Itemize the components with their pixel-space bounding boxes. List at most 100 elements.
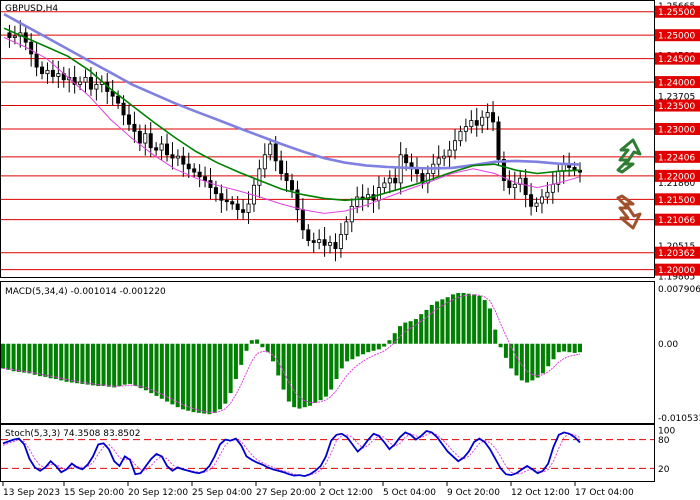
- macd-bar: [59, 343, 64, 381]
- stochastic-tick-label: 20: [658, 465, 670, 475]
- macd-bar: [413, 319, 418, 344]
- moving-average-line: [3, 37, 581, 214]
- candle: [420, 167, 425, 189]
- macd-bar: [149, 343, 154, 394]
- macd-bar: [207, 343, 212, 415]
- candle: [333, 233, 338, 262]
- stochastic-line: [2, 432, 581, 477]
- macd-bar: [159, 343, 164, 399]
- macd-bar: [281, 343, 286, 390]
- candle: [376, 176, 381, 210]
- macd-bar: [255, 339, 260, 344]
- moving-average-line: [3, 27, 581, 202]
- macd-bar: [101, 343, 106, 387]
- macd-bar: [488, 308, 493, 344]
- macd-bar: [323, 343, 328, 397]
- macd-bar: [466, 293, 471, 344]
- macd-bar: [138, 343, 143, 389]
- time-tick-label: 12 Oct 12:00: [511, 488, 570, 498]
- macd-bar: [514, 343, 519, 376]
- candle: [105, 72, 110, 105]
- time-tick-label: 5 Oct 04:00: [383, 488, 436, 498]
- candle: [512, 171, 517, 200]
- macd-panel-frame: [0, 281, 655, 424]
- macd-bar: [186, 343, 191, 411]
- level-price-box: 1.21066: [655, 213, 700, 226]
- macd-bar: [360, 343, 365, 355]
- macd-bar: [6, 343, 11, 370]
- candle: [246, 191, 251, 224]
- level-price-box: 1.22406: [655, 150, 700, 163]
- macd-bar: [403, 322, 408, 344]
- macd-bar: [546, 343, 551, 367]
- stoch-panel-frame: [0, 424, 655, 482]
- macd-bar: [43, 343, 48, 377]
- level-price-label: 1.22000: [658, 172, 695, 182]
- candle: [295, 180, 300, 223]
- candle: [181, 147, 186, 177]
- candle: [148, 122, 153, 157]
- time-tick-label: 20 Sep 12:00: [128, 488, 188, 498]
- level-price-label: 1.24500: [658, 55, 695, 65]
- candle: [235, 196, 240, 220]
- time-axis-ticks: 13 Sep 2023 15 Sep 20:00 20 Sep 12:00 25 Se…: [2, 482, 634, 498]
- candle: [241, 199, 246, 220]
- macd-bar: [154, 343, 159, 396]
- macd-bar: [212, 343, 217, 413]
- macd-bar: [64, 343, 69, 382]
- macd-bar: [509, 343, 514, 369]
- candle: [110, 79, 115, 106]
- level-price-label: 1.25500: [658, 8, 695, 18]
- candle: [338, 223, 343, 258]
- candle: [126, 104, 131, 132]
- candle: [262, 143, 267, 178]
- macd-bar: [180, 343, 185, 410]
- macd-bar: [276, 343, 281, 376]
- macd-bar: [90, 343, 95, 386]
- macd-bar: [112, 343, 117, 388]
- candle: [268, 138, 273, 161]
- candle: [317, 229, 322, 250]
- candle: [121, 95, 126, 126]
- macd-bar: [165, 343, 170, 402]
- macd-bar: [350, 343, 355, 360]
- candle: [328, 235, 333, 254]
- macd-bar: [85, 343, 90, 385]
- candle: [311, 232, 316, 253]
- price-chart-title: GBPUSD,H4: [5, 4, 58, 14]
- macd-bar: [530, 343, 535, 381]
- candle: [436, 145, 441, 176]
- candle: [154, 142, 159, 156]
- candle: [322, 226, 327, 257]
- candle: [491, 101, 496, 132]
- level-price-box: 1.25000: [655, 29, 700, 42]
- candle: [518, 171, 523, 193]
- time-tick-label: 15 Sep 20:00: [64, 488, 124, 498]
- candle: [12, 25, 17, 45]
- macd-bar: [556, 343, 561, 353]
- level-price-box: 1.23000: [655, 122, 700, 135]
- macd-bar: [308, 343, 313, 406]
- macd-bar: [572, 343, 577, 353]
- level-price-box: 1.20000: [655, 263, 700, 276]
- macd-bar: [519, 343, 524, 381]
- macd-bar: [16, 343, 21, 372]
- macd-bar: [302, 343, 307, 408]
- stochastic-line: [2, 430, 581, 478]
- macd-bar: [398, 326, 403, 344]
- candle: [197, 164, 202, 188]
- macd-bar: [440, 299, 445, 344]
- candle: [539, 189, 544, 214]
- price-axis-ticks: 1.256651.245801.237051.218601.205151.198…: [658, 2, 695, 283]
- macd-bar: [456, 292, 461, 344]
- stochastic-lines: [1, 430, 654, 478]
- candle: [447, 140, 452, 169]
- macd-bar: [191, 343, 196, 413]
- macd-bar: [408, 321, 413, 344]
- candle: [387, 170, 392, 194]
- macd-bar: [477, 295, 482, 344]
- candle: [485, 103, 490, 130]
- price-tick-label: 1.19865: [658, 273, 695, 283]
- macd-bar: [535, 343, 540, 378]
- candle: [132, 111, 137, 143]
